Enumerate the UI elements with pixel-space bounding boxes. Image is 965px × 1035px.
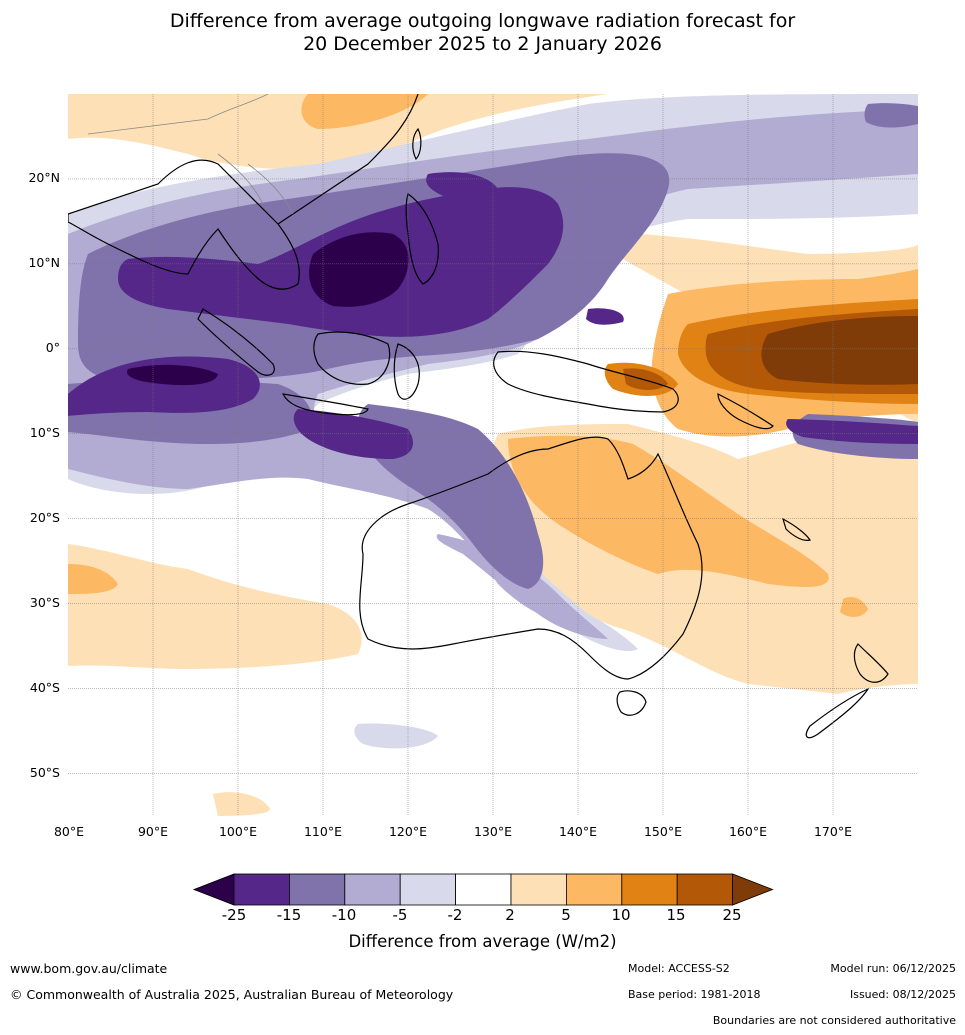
disclaimer-text: Boundaries are not considered authoritat… (712, 1014, 956, 1027)
country-boundaries (87, 94, 294, 215)
new-zealand-south (805, 687, 870, 739)
lon-label-110e: 110°E (303, 824, 342, 839)
asia-mainland-coast (68, 159, 300, 290)
lat-label-50s: 50°S (29, 765, 60, 780)
title-line-1: Difference from average outgoing longwav… (169, 10, 796, 32)
borneo-coast (313, 331, 391, 385)
lat-label-40s: 40°S (29, 680, 60, 695)
cb-tick-5: 2 (505, 906, 515, 924)
new-guinea-coast (493, 350, 679, 413)
base-period-text: Base period: 1981-2018 (628, 988, 761, 1001)
lon-label-160e: 160°E (728, 824, 767, 839)
new-zealand-north (853, 643, 889, 683)
colorbar (192, 873, 774, 906)
new-caledonia-coast (782, 517, 811, 541)
lat-label-10n: 10°N (28, 255, 60, 270)
sumatra-coast (197, 308, 275, 376)
colorbar-cell (676, 873, 734, 906)
australia-coast (359, 436, 703, 680)
colorbar-cell (455, 873, 512, 906)
cb-tick-6: 5 (561, 906, 571, 924)
philippines-coast (405, 193, 439, 285)
java-coast (281, 393, 369, 416)
lat-label-10s: 10°S (29, 425, 60, 440)
colorbar-cell (289, 873, 346, 906)
colorbar-cell (233, 873, 290, 906)
colorbar-cell (399, 873, 456, 906)
ola-anomaly-map (68, 94, 918, 816)
model-text: Model: ACCESS-S2 (628, 962, 730, 975)
model-run-text: Model run: 06/12/2025 (830, 962, 956, 975)
cb-tick-9: 25 (722, 906, 742, 924)
cb-tick-0: -25 (221, 906, 247, 924)
lat-label-20s: 20°S (29, 510, 60, 525)
website-link[interactable]: www.bom.gov.au/climate (10, 961, 168, 976)
lon-label-90e: 90°E (137, 824, 169, 839)
lon-label-130e: 130°E (473, 824, 512, 839)
colorbar-cell (565, 873, 623, 906)
tasmania-coast (616, 690, 647, 716)
lon-label-80e: 80°E (53, 824, 85, 839)
colorbar-extend-max (732, 873, 774, 906)
solomon-islands-coast (717, 393, 774, 430)
lon-label-100e: 100°E (218, 824, 257, 839)
lon-label-150e: 150°E (643, 824, 682, 839)
cb-tick-7: 10 (611, 906, 631, 924)
cb-tick-3: -5 (392, 906, 408, 924)
contour-above-25 (761, 316, 918, 385)
colorbar-title: Difference from average (W/m2) (348, 932, 617, 951)
issued-text: Issued: 08/12/2025 (849, 988, 956, 1001)
copyright-text: © Commonwealth of Australia 2025, Austra… (10, 987, 454, 1002)
contour-below-minus-25 (127, 232, 409, 386)
colorbar-cell (510, 873, 567, 906)
coastlines (68, 94, 889, 739)
cb-tick-2: -10 (331, 906, 357, 924)
colorbar-extend-min (192, 873, 235, 906)
lon-label-170e: 170°E (813, 824, 852, 839)
cb-tick-4: -2 (447, 906, 463, 924)
cb-tick-1: -15 (276, 906, 302, 924)
lon-label-120e: 120°E (388, 824, 427, 839)
title-line-2: 20 December 2025 to 2 January 2026 (303, 33, 662, 55)
chart-title: Difference from average outgoing longwav… (0, 10, 965, 56)
colorbar-cell (344, 873, 401, 906)
cb-tick-8: 15 (666, 906, 686, 924)
china-coast (277, 94, 419, 225)
lat-label-20n: 20°N (28, 170, 60, 185)
colorbar-cell (621, 873, 678, 906)
taiwan-coast (412, 127, 422, 161)
graticule (68, 94, 918, 816)
lon-label-140e: 140°E (558, 824, 597, 839)
lat-label-30s: 30°S (29, 595, 60, 610)
lat-label-0: 0° (45, 340, 60, 355)
